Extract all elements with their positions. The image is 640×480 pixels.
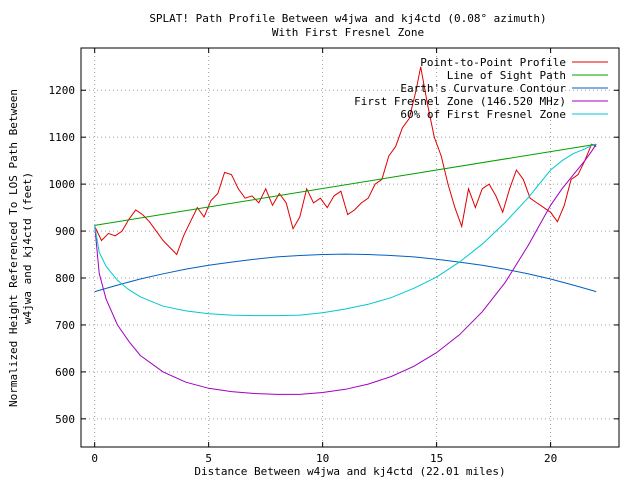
series-line-3 bbox=[94, 253, 597, 293]
y-tick-label: 800 bbox=[55, 272, 75, 285]
legend-label: Point-to-Point Profile bbox=[420, 56, 566, 69]
y-tick-label: 1000 bbox=[49, 178, 76, 191]
x-axis-label: Distance Between w4jwa and kj4ctd (22.01… bbox=[194, 465, 505, 478]
series-line-1 bbox=[94, 66, 597, 256]
y-tick-label: 500 bbox=[55, 413, 75, 426]
series-line-5 bbox=[94, 143, 597, 317]
legend-label: First Fresnel Zone (146.520 MHz) bbox=[354, 95, 566, 108]
series-line-2 bbox=[94, 143, 597, 226]
legend-label: 60% of First Fresnel Zone bbox=[400, 108, 566, 121]
legend-label: Line of Sight Path bbox=[447, 69, 566, 82]
plot-series bbox=[94, 66, 597, 395]
axis-ticks: 0 5 10 15 20 500 600 700 800 900 1000 1100 1200 bbox=[49, 48, 619, 465]
y-axis-label-line2: w4jwa and kj4ctd (feet) bbox=[21, 172, 34, 324]
y-tick-label: 600 bbox=[55, 366, 75, 379]
plot-frame bbox=[80, 47, 620, 448]
chart-title: SPLAT! Path Profile Between w4jwa and kj… bbox=[149, 12, 546, 25]
x-tick-label: 10 bbox=[316, 452, 329, 465]
legend-label: Earth's Curvature Contour bbox=[400, 82, 566, 95]
y-axis-label-line1: Normalized Height Referenced To LOS Path… bbox=[7, 89, 20, 407]
x-tick-label: 5 bbox=[205, 452, 212, 465]
series-line-4 bbox=[94, 143, 597, 395]
x-tick-label: 20 bbox=[544, 452, 557, 465]
y-tick-label: 700 bbox=[55, 319, 75, 332]
x-tick-label: 0 bbox=[91, 452, 98, 465]
x-tick-label: 15 bbox=[430, 452, 443, 465]
y-tick-label: 1200 bbox=[49, 84, 76, 97]
y-tick-label: 1100 bbox=[49, 131, 76, 144]
y-tick-label: 900 bbox=[55, 225, 75, 238]
chart-subtitle: With First Fresnel Zone bbox=[272, 26, 424, 39]
